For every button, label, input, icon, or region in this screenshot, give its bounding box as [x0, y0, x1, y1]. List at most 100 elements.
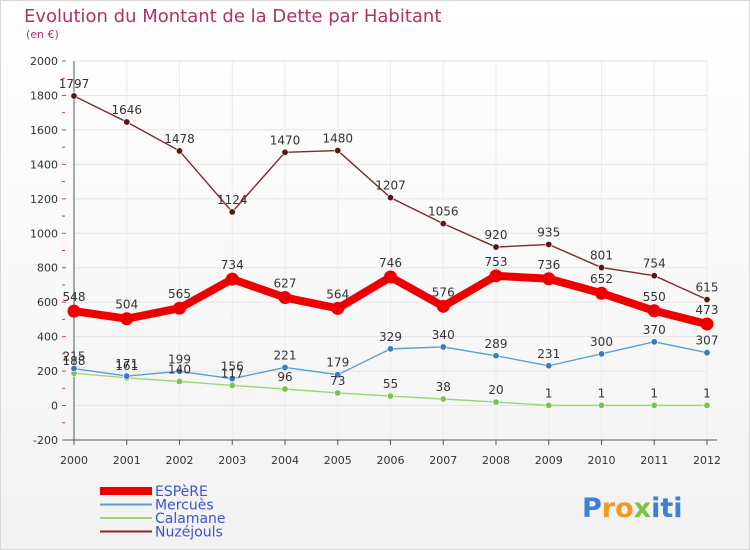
data-point: [439, 343, 447, 351]
proxiti-logo: Proxiti: [582, 493, 683, 524]
data-point: [67, 304, 81, 318]
data-label: 329: [379, 330, 402, 344]
data-point: [492, 243, 500, 251]
data-point: [492, 398, 500, 406]
data-point: [173, 301, 186, 315]
data-label: 627: [274, 277, 297, 291]
data-point: [120, 312, 134, 326]
x-tick-label: 2008: [482, 454, 510, 467]
data-label: 734: [221, 258, 244, 272]
logo-x: x: [634, 493, 651, 524]
data-label: 171: [115, 357, 138, 371]
legend-label: Nuzéjouls: [155, 525, 223, 541]
x-tick-label: 2012: [693, 454, 721, 467]
data-label: 199: [168, 352, 191, 366]
y-tick-label: -200: [33, 434, 58, 447]
data-point: [123, 118, 131, 126]
y-tick-label: 600: [37, 296, 58, 309]
data-label: 1056: [428, 205, 459, 219]
data-point: [436, 299, 450, 313]
data-label: 473: [696, 303, 719, 317]
data-label: 753: [485, 255, 508, 269]
data-label: 564: [326, 287, 349, 301]
legend-label: Calamane: [155, 511, 226, 527]
data-label: 1478: [164, 132, 195, 146]
data-point: [650, 401, 658, 409]
data-label: 300: [590, 335, 613, 349]
data-label: 215: [63, 350, 86, 364]
data-point: [228, 208, 236, 216]
data-label: 652: [590, 272, 613, 286]
x-tick-label: 2005: [324, 454, 352, 467]
data-label: 504: [115, 298, 138, 312]
data-label: 1207: [375, 179, 406, 193]
data-label: 140: [168, 362, 191, 376]
y-tick-label: 0: [51, 400, 58, 413]
y-tick-label: 200: [37, 365, 58, 378]
data-point: [703, 401, 711, 409]
data-point: [545, 240, 553, 248]
data-label: 221: [274, 348, 297, 362]
data-label: 548: [63, 290, 86, 304]
data-point: [70, 365, 78, 373]
data-point: [439, 395, 447, 403]
data-label: 754: [643, 257, 666, 271]
data-point: [545, 362, 553, 370]
y-tick-label: 1800: [30, 89, 58, 102]
data-point: [595, 286, 608, 300]
data-label: 1: [703, 386, 711, 400]
data-point: [700, 317, 714, 331]
data-label: 231: [537, 347, 560, 361]
data-point: [650, 338, 658, 346]
chart-subtitle: (en €): [26, 28, 59, 41]
data-point: [647, 304, 661, 318]
data-label: 746: [379, 256, 402, 270]
data-label: 1: [650, 386, 658, 400]
data-point: [331, 301, 345, 315]
y-tick-label: 1600: [30, 124, 58, 137]
y-tick-label: 1200: [30, 193, 58, 206]
x-tick-label: 2003: [218, 454, 246, 467]
x-tick-label: 2000: [60, 454, 88, 467]
data-label: 801: [590, 249, 613, 263]
x-tick-label: 2010: [588, 454, 616, 467]
data-label: 161: [115, 359, 138, 373]
data-label: 117: [221, 366, 244, 380]
data-label: 920: [485, 228, 508, 242]
data-label: 73: [330, 374, 345, 388]
data-point: [281, 148, 289, 156]
data-label: 1: [545, 386, 553, 400]
legend-label: Mercuès: [155, 498, 214, 514]
series-layer: [67, 92, 714, 409]
data-label: 96: [277, 370, 292, 384]
y-tick-label: 1000: [30, 227, 58, 240]
x-tick-label: 2007: [429, 454, 457, 467]
data-label: 935: [537, 225, 560, 239]
data-point: [334, 389, 342, 397]
axis-layer: -200 0 200 400 600 800 1000 1200 1400 1600 1800 200…: [30, 55, 721, 467]
data-label: 736: [537, 258, 560, 272]
data-point: [650, 272, 658, 280]
data-point: [703, 296, 711, 304]
x-tick-label: 2006: [377, 454, 405, 467]
data-point: [225, 272, 239, 286]
chart-title: Evolution du Montant de la Dette par Hab…: [24, 6, 441, 27]
x-tick-label: 2001: [113, 454, 141, 467]
logo-p: P: [582, 493, 602, 524]
data-label: 1646: [111, 103, 142, 117]
legend-label: ESPèRE: [155, 484, 208, 500]
data-label: 179: [326, 356, 349, 370]
data-label: 307: [696, 334, 719, 348]
data-point: [334, 371, 342, 379]
data-point: [176, 147, 184, 155]
data-label: 156: [221, 360, 244, 374]
data-point: [228, 381, 236, 389]
data-label: 188: [63, 354, 86, 368]
data-label: 340: [432, 328, 455, 342]
data-point: [597, 264, 605, 272]
data-point: [542, 272, 556, 286]
data-point: [176, 367, 184, 375]
data-label: 55: [383, 377, 398, 391]
